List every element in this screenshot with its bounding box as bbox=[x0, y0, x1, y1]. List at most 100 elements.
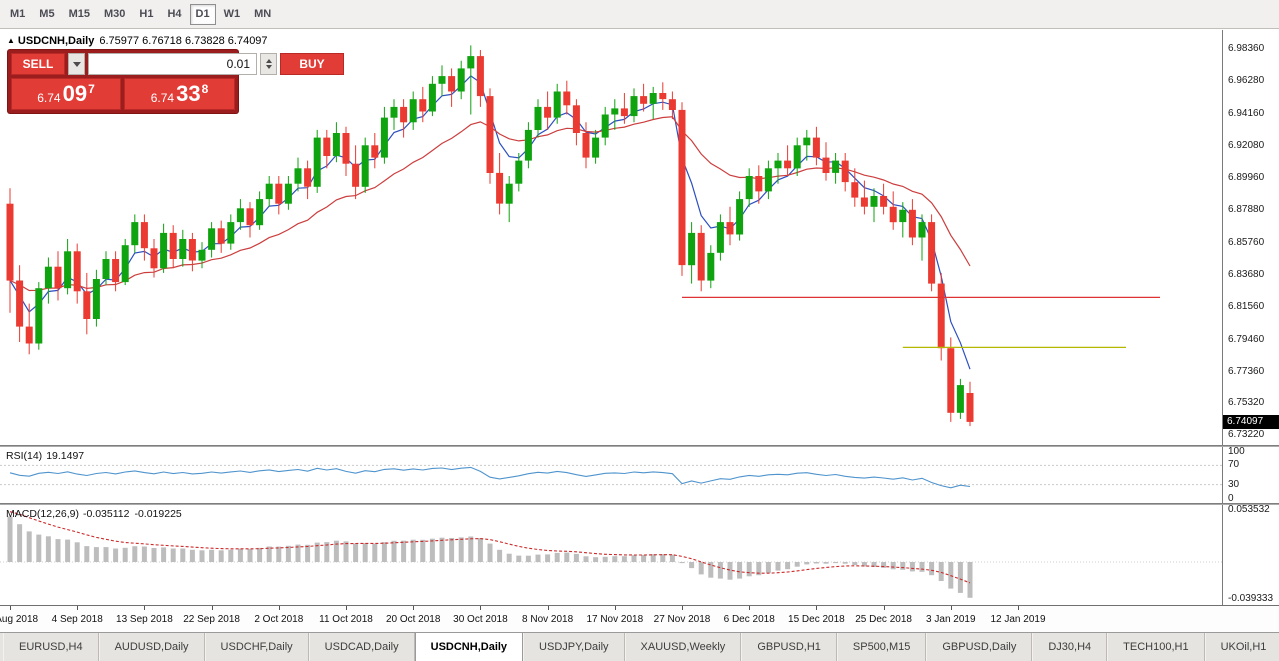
price-axis-label: 6.83680 bbox=[1228, 268, 1265, 280]
timeframe-button-m30[interactable]: M30 bbox=[98, 4, 131, 25]
lot-size-input[interactable] bbox=[88, 53, 257, 75]
time-axis-tick bbox=[211, 606, 213, 610]
price-axis-label: 6.87880 bbox=[1228, 204, 1265, 216]
chart-tab-audusd-daily[interactable]: AUDUSD,Daily bbox=[98, 633, 205, 661]
chart-tab-usdcnh-daily[interactable]: USDCNH,Daily bbox=[414, 633, 524, 661]
chart-tab-usdjpy-daily[interactable]: USDJPY,Daily bbox=[523, 633, 625, 661]
time-axis-tick bbox=[547, 606, 549, 610]
price-axis-label: 6.73220 bbox=[1228, 429, 1265, 441]
price-axis-label: 6.85760 bbox=[1228, 236, 1265, 248]
panel-divider[interactable] bbox=[0, 503, 1279, 505]
timeframe-button-w1[interactable]: W1 bbox=[218, 4, 247, 25]
chart-tab-gbpusd-h1[interactable]: GBPUSD,H1 bbox=[741, 633, 837, 661]
price-axis-label: 6.98360 bbox=[1228, 43, 1265, 55]
buy-price-pipette: 8 bbox=[201, 82, 209, 96]
sell-price-button[interactable]: 6.74 09 7 bbox=[11, 78, 121, 110]
time-axis-tick bbox=[10, 606, 11, 610]
sell-price-prefix: 6.74 bbox=[37, 91, 61, 105]
timeframe-button-m5[interactable]: M5 bbox=[33, 4, 60, 25]
timeframe-button-m1[interactable]: M1 bbox=[4, 4, 31, 25]
price-axis-label: 6.96280 bbox=[1228, 75, 1265, 87]
date-axis-label: 25 Dec 2018 bbox=[855, 614, 912, 625]
rsi-axis-label: 100 bbox=[1228, 447, 1245, 457]
main-chart-canvas[interactable] bbox=[0, 30, 1222, 445]
time-axis-tick bbox=[614, 606, 616, 610]
date-axis-label: 17 Nov 2018 bbox=[586, 614, 644, 625]
buy-price-big-digits: 33 bbox=[176, 81, 201, 106]
chart-collapse-arrow-icon[interactable]: ▲ bbox=[7, 36, 15, 45]
rsi-plot[interactable]: RSI(14) 19.1497 bbox=[0, 447, 1222, 503]
price-axis-label: 6.75320 bbox=[1228, 397, 1265, 409]
date-axis-label: 3 Jan 2019 bbox=[926, 614, 976, 625]
chart-tab-eurusd-h4[interactable]: EURUSD,H4 bbox=[3, 633, 99, 661]
sell-price-big-digits: 09 bbox=[62, 81, 88, 106]
timeframe-toolbar: M1 M5 M15 M30 H1 H4 D1 W1 MN bbox=[0, 0, 1279, 29]
dropdown-arrow-icon bbox=[72, 61, 81, 67]
macd-axis: 0.053532 -0.039333 bbox=[1222, 505, 1279, 605]
main-chart-panel: ▲ USDCNH,Daily 6.75977 6.76718 6.73828 6.7… bbox=[0, 30, 1279, 445]
chart-tab-usdcad-daily[interactable]: USDCAD,Daily bbox=[308, 633, 415, 661]
chart-title: ▲ USDCNH,Daily 6.75977 6.76718 6.73828 6.7… bbox=[7, 35, 268, 47]
timeframe-button-m15[interactable]: M15 bbox=[63, 4, 96, 25]
lot-spinner[interactable] bbox=[260, 53, 277, 75]
time-axis-tick bbox=[346, 606, 347, 610]
buy-button[interactable]: BUY bbox=[280, 53, 344, 75]
date-axis-label: 13 Sep 2018 bbox=[116, 614, 173, 625]
rsi-axis: 100 70 30 0 bbox=[1222, 447, 1279, 503]
lot-dropdown-button[interactable] bbox=[68, 53, 85, 75]
macd-plot[interactable]: MACD(12,26,9) -0.035112 -0.019225 bbox=[0, 505, 1222, 605]
rsi-canvas[interactable] bbox=[0, 447, 1222, 503]
timeframe-button-d1[interactable]: D1 bbox=[189, 3, 216, 25]
macd-indicator-label: MACD(12,26,9) -0.035112 -0.019225 bbox=[6, 508, 182, 520]
date-axis-label: 4 Sep 2018 bbox=[51, 614, 103, 625]
price-axis-label: 6.81560 bbox=[1228, 301, 1265, 313]
timeframe-button-h4[interactable]: H4 bbox=[161, 4, 187, 25]
timeframe-button-mn[interactable]: MN bbox=[248, 4, 277, 25]
buy-price-button[interactable]: 6.74 33 8 bbox=[124, 78, 235, 110]
time-axis-tick bbox=[950, 606, 952, 610]
chart-tab-sp500-m15[interactable]: SP500,M15 bbox=[836, 633, 927, 661]
price-axis[interactable]: 6.98360 6.96280 6.94160 6.92080 6.89960 6.878… bbox=[1222, 30, 1279, 445]
chart-ohlc-values: 6.75977 6.76718 6.73828 6.74097 bbox=[99, 35, 268, 47]
buy-price-prefix: 6.74 bbox=[150, 91, 175, 105]
date-axis-label: 15 Dec 2018 bbox=[788, 614, 845, 625]
date-axis-label: 30 Oct 2018 bbox=[453, 614, 508, 625]
sell-price-pipette: 7 bbox=[88, 82, 95, 96]
time-axis-tick bbox=[883, 606, 885, 610]
price-axis-label: 6.92080 bbox=[1228, 139, 1265, 151]
time-axis-tick bbox=[413, 606, 415, 610]
chart-tab-ukoil-h1[interactable]: UKOil,H1 bbox=[1204, 633, 1279, 661]
time-axis-tick bbox=[1018, 606, 1019, 610]
date-axis-label: 12 Jan 2019 bbox=[990, 614, 1046, 625]
panel-divider[interactable] bbox=[0, 445, 1279, 447]
current-price-tag: 6.74097 bbox=[1223, 414, 1279, 429]
macd-axis-label: -0.039333 bbox=[1228, 593, 1274, 604]
rsi-axis-label: 30 bbox=[1228, 478, 1240, 490]
time-axis-tick bbox=[144, 606, 146, 610]
timeframe-button-h1[interactable]: H1 bbox=[133, 4, 159, 25]
main-chart-plot[interactable]: ▲ USDCNH,Daily 6.75977 6.76718 6.73828 6.7… bbox=[0, 30, 1222, 445]
chart-tabs: EURUSD,H4 AUDUSD,Daily USDCHF,Daily USDCAD,… bbox=[0, 632, 1279, 661]
chart-tab-gbpusd-daily[interactable]: GBPUSD,Daily bbox=[926, 633, 1033, 661]
chart-tab-usdchf-daily[interactable]: USDCHF,Daily bbox=[204, 633, 309, 661]
chart-tab-xauusd-weekly[interactable]: XAUUSD,Weekly bbox=[624, 633, 742, 661]
price-axis-label: 6.79460 bbox=[1228, 333, 1265, 345]
time-axis-tick bbox=[816, 606, 818, 610]
chart-tab-tech100-h1[interactable]: TECH100,H1 bbox=[1107, 633, 1205, 661]
date-axis-label: 22 Sep 2018 bbox=[183, 614, 240, 625]
time-axis-tick bbox=[682, 606, 683, 610]
date-axis-label: 27 Nov 2018 bbox=[653, 614, 711, 625]
rsi-indicator-label: RSI(14) 19.1497 bbox=[6, 450, 85, 462]
rsi-axis-label: 70 bbox=[1228, 459, 1240, 471]
time-axis[interactable]: 23 Aug 2018 4 Sep 2018 13 Sep 2018 22 Sep 2… bbox=[0, 605, 1279, 632]
spinner-down-icon bbox=[265, 65, 272, 69]
macd-canvas[interactable] bbox=[0, 505, 1222, 605]
sell-button[interactable]: SELL bbox=[11, 53, 65, 75]
date-axis-label: 11 Oct 2018 bbox=[319, 614, 373, 625]
chart-tab-dj30-h4[interactable]: DJ30,H4 bbox=[1032, 633, 1108, 661]
date-axis-label: 8 Nov 2018 bbox=[522, 614, 574, 625]
date-axis-label: 23 Aug 2018 bbox=[0, 614, 39, 625]
chart-symbol-label: USDCNH,Daily bbox=[17, 35, 95, 47]
